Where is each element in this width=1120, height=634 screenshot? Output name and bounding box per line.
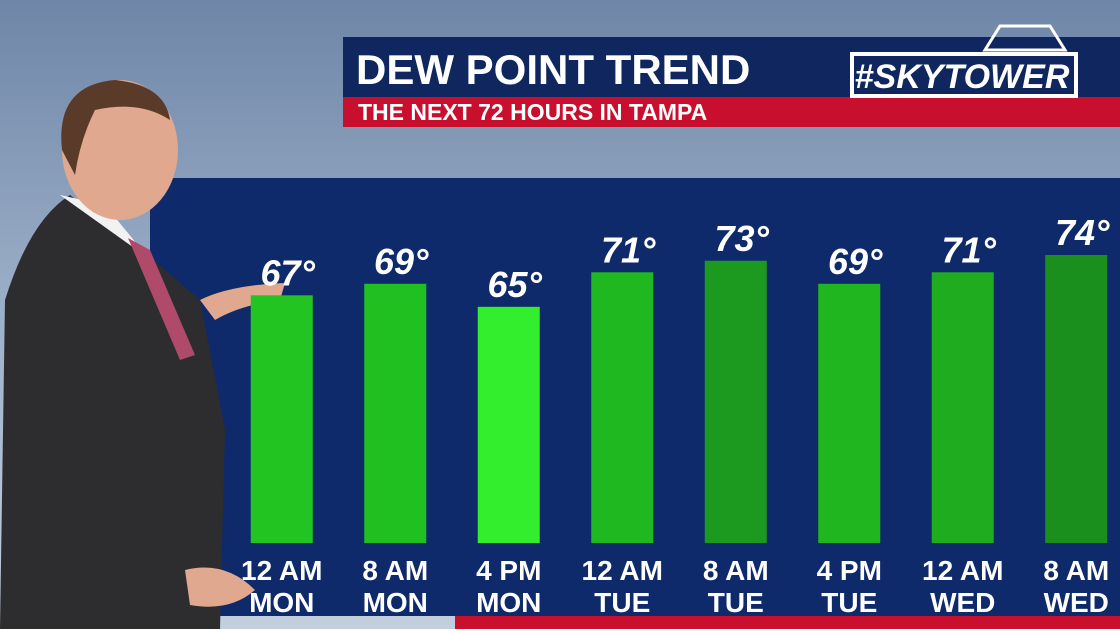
bar bbox=[364, 283, 427, 543]
x-tick-label: 4 PM bbox=[476, 555, 541, 586]
value-label: 71° bbox=[601, 229, 656, 270]
x-tick-day: WED bbox=[1044, 587, 1109, 618]
value-label: 71° bbox=[942, 229, 997, 270]
x-tick-label: 12 AM bbox=[922, 555, 1003, 586]
x-tick-label: 12 AM bbox=[582, 555, 663, 586]
logo-icon bbox=[982, 24, 1068, 52]
bar bbox=[1045, 255, 1108, 543]
value-label: 67° bbox=[261, 252, 316, 293]
x-tick-label: 8 AM bbox=[362, 555, 428, 586]
bar bbox=[591, 272, 654, 543]
logo: #SKYTOWER bbox=[855, 58, 1070, 96]
value-label: 73° bbox=[715, 218, 770, 259]
subtitle-bar bbox=[343, 97, 1120, 127]
value-label: 69° bbox=[828, 241, 883, 282]
bar bbox=[931, 272, 994, 543]
x-tick-day: TUE bbox=[594, 587, 650, 618]
chart-subtitle: THE NEXT 72 HOURS IN TAMPA bbox=[358, 99, 707, 125]
x-tick-day: MON bbox=[249, 587, 314, 618]
x-tick-day: WED bbox=[930, 587, 995, 618]
bar bbox=[818, 283, 881, 543]
x-tick-label: 8 AM bbox=[703, 555, 769, 586]
x-tick-day: TUE bbox=[708, 587, 764, 618]
bar bbox=[250, 295, 313, 543]
presenter bbox=[0, 80, 285, 629]
bar bbox=[704, 260, 767, 543]
x-tick-label: 8 AM bbox=[1043, 555, 1109, 586]
x-tick-day: TUE bbox=[821, 587, 877, 618]
x-tick-label: 12 AM bbox=[241, 555, 322, 586]
chart-title: DEW POINT TREND bbox=[356, 46, 750, 93]
x-tick-day: MON bbox=[363, 587, 428, 618]
logo-inner bbox=[854, 56, 1074, 94]
value-label: 69° bbox=[374, 241, 429, 282]
bottom-stripe bbox=[455, 616, 1120, 629]
value-label: 74° bbox=[1055, 212, 1110, 253]
bar bbox=[477, 306, 540, 543]
x-tick-day: MON bbox=[476, 587, 541, 618]
value-label: 65° bbox=[488, 264, 543, 305]
x-tick-label: 4 PM bbox=[817, 555, 882, 586]
